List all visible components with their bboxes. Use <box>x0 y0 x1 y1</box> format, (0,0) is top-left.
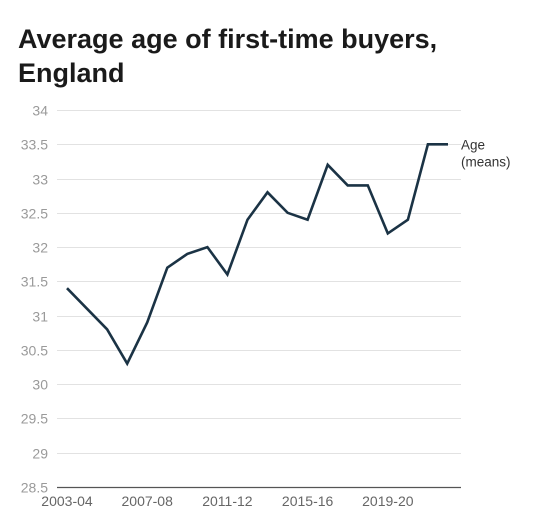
series-line <box>66 143 448 367</box>
y-tick-label: 31 <box>32 309 48 325</box>
y-tick-label: 29 <box>32 446 48 462</box>
series-labels: Age (means) <box>461 137 511 169</box>
y-tick-label: 31.5 <box>21 274 48 290</box>
series-label: Age (means) <box>461 137 511 169</box>
series-label-line: (means) <box>461 154 511 169</box>
y-tick-label: 32 <box>32 240 48 256</box>
x-tick-label: 2019-20 <box>362 493 414 509</box>
y-tick-label: 30 <box>32 377 48 393</box>
series-label-line: Age <box>461 137 485 152</box>
x-tick-label: 2011-12 <box>202 493 253 509</box>
x-tick-label: 2003-04 <box>41 493 93 509</box>
y-tick-label: 33 <box>32 172 48 188</box>
y-tick-label: 34 <box>32 103 48 119</box>
series-lines <box>66 143 448 367</box>
x-axis-tick-labels: 2003-04 2007-08 2011-12 2015-16 2019-20 <box>41 493 413 509</box>
y-tick-label: 30.5 <box>21 343 48 359</box>
chart-title: Average age of first-time buyers, Englan… <box>18 24 438 88</box>
y-tick-label: 29.5 <box>21 411 48 427</box>
y-axis-tick-labels: 28.5 29 29.5 30 30.5 31 31.5 32 32.5 33 33.5 34 <box>21 103 48 496</box>
y-tick-label: 32.5 <box>21 206 48 222</box>
x-tick-label: 2007-08 <box>122 493 174 509</box>
y-tick-label: 28.5 <box>21 480 48 496</box>
y-tick-label: 33.5 <box>21 137 48 153</box>
x-tick-label: 2015-16 <box>282 493 334 509</box>
gridlines <box>57 110 461 454</box>
